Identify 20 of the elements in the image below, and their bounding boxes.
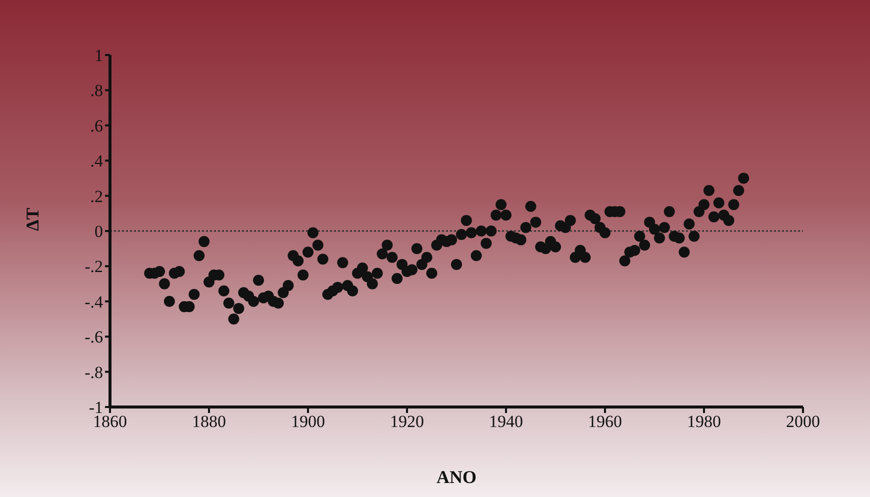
x-axis-title: ANO [436,467,476,487]
x-tick-label: 2000 [786,412,820,432]
y-tick-label: .6 [90,116,103,136]
x-tick-label: 1960 [588,412,622,432]
x-tick-label: 1860 [93,412,127,432]
x-tick-label: 1880 [192,412,226,432]
y-tick-label: 0 [94,222,103,242]
x-tick-label: 1980 [687,412,721,432]
y-tick-label: 1 [94,46,103,66]
x-tick-label: 1900 [291,412,325,432]
y-tick-label: -.8 [84,362,103,382]
y-axis-title: ΔT [22,208,42,231]
y-tick-label: -.6 [84,328,103,347]
y-tick-label: .8 [90,81,103,100]
y-tick-label: -.2 [84,257,103,276]
x-tick-label: 1920 [390,412,424,432]
x-tick-label: 1940 [489,412,523,432]
y-tick-label: .2 [90,186,103,206]
y-tick-label: .4 [90,152,104,171]
y-tick-label: -.4 [84,292,104,312]
